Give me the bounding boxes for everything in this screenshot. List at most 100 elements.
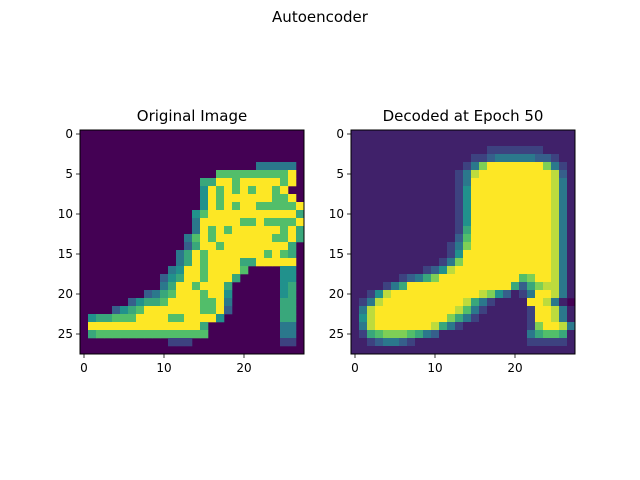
decoded-pixel bbox=[359, 250, 368, 259]
original-pixel bbox=[104, 330, 113, 339]
original-pixel bbox=[192, 274, 201, 283]
decoded-pixel bbox=[399, 210, 408, 219]
decoded-pixel bbox=[439, 194, 448, 203]
original-pixel bbox=[200, 210, 209, 219]
decoded-pixel bbox=[439, 138, 448, 147]
decoded-pixel bbox=[431, 218, 440, 227]
original-pixel bbox=[120, 322, 129, 331]
decoded-pixel bbox=[551, 298, 560, 307]
decoded-pixel bbox=[543, 266, 552, 275]
decoded-pixel bbox=[543, 306, 552, 315]
original-pixel bbox=[192, 226, 201, 235]
decoded-pixel bbox=[567, 138, 576, 147]
decoded-pixel bbox=[375, 314, 384, 323]
decoded-ytick-label: 5 bbox=[336, 167, 344, 181]
decoded-pixel bbox=[511, 290, 520, 299]
decoded-pixel bbox=[399, 234, 408, 243]
decoded-pixel bbox=[495, 338, 504, 347]
decoded-pixel bbox=[487, 346, 496, 355]
decoded-pixel bbox=[551, 338, 560, 347]
decoded-pixel bbox=[535, 266, 544, 275]
decoded-pixel bbox=[487, 274, 496, 283]
decoded-pixel bbox=[551, 242, 560, 251]
decoded-pixel bbox=[431, 322, 440, 331]
decoded-pixel bbox=[407, 298, 416, 307]
original-pixel bbox=[264, 218, 273, 227]
original-pixel bbox=[120, 306, 129, 315]
original-pixel bbox=[224, 234, 233, 243]
decoded-pixel bbox=[519, 242, 528, 251]
original-pixel bbox=[240, 194, 249, 203]
decoded-pixel bbox=[551, 146, 560, 155]
decoded-pixel bbox=[455, 154, 464, 163]
decoded-pixel bbox=[511, 154, 520, 163]
original-pixel bbox=[128, 322, 137, 331]
decoded-pixel bbox=[455, 298, 464, 307]
decoded-pixel bbox=[535, 210, 544, 219]
decoded-pixel bbox=[559, 266, 568, 275]
decoded-pixel bbox=[367, 226, 376, 235]
decoded-pixel bbox=[503, 274, 512, 283]
original-pixel bbox=[232, 194, 241, 203]
original-pixel bbox=[152, 330, 161, 339]
original-pixel bbox=[232, 186, 241, 195]
decoded-pixel bbox=[535, 346, 544, 355]
decoded-pixel bbox=[367, 250, 376, 259]
decoded-pixel bbox=[503, 322, 512, 331]
original-pixel bbox=[256, 186, 265, 195]
decoded-pixel bbox=[439, 202, 448, 211]
original-pixel bbox=[208, 314, 217, 323]
decoded-pixel bbox=[551, 130, 560, 139]
decoded-pixel bbox=[463, 194, 472, 203]
decoded-pixel bbox=[383, 162, 392, 171]
decoded-pixel bbox=[351, 170, 360, 179]
decoded-pixel bbox=[479, 346, 488, 355]
decoded-pixel bbox=[543, 314, 552, 323]
decoded-pixel bbox=[407, 202, 416, 211]
decoded-pixel bbox=[367, 154, 376, 163]
decoded-pixel bbox=[471, 306, 480, 315]
decoded-pixel bbox=[519, 346, 528, 355]
decoded-pixel bbox=[399, 218, 408, 227]
decoded-pixel bbox=[423, 186, 432, 195]
original-pixel bbox=[176, 322, 185, 331]
decoded-pixel bbox=[551, 170, 560, 179]
decoded-pixel bbox=[551, 218, 560, 227]
decoded-pixel bbox=[487, 306, 496, 315]
decoded-pixel bbox=[519, 290, 528, 299]
decoded-pixel bbox=[359, 266, 368, 275]
decoded-pixel bbox=[463, 322, 472, 331]
decoded-pixel bbox=[391, 282, 400, 291]
decoded-pixel bbox=[567, 186, 576, 195]
decoded-pixel bbox=[375, 322, 384, 331]
decoded-pixel bbox=[455, 258, 464, 267]
decoded-pixel bbox=[391, 138, 400, 147]
decoded-pixel bbox=[383, 218, 392, 227]
original-pixel bbox=[200, 282, 209, 291]
decoded-pixel bbox=[423, 338, 432, 347]
original-pixel bbox=[280, 274, 289, 283]
decoded-pixel bbox=[447, 154, 456, 163]
decoded-pixel bbox=[439, 170, 448, 179]
decoded-pixel bbox=[415, 226, 424, 235]
decoded-pixel bbox=[383, 226, 392, 235]
decoded-pixel bbox=[439, 282, 448, 291]
decoded-pixel bbox=[351, 202, 360, 211]
decoded-pixel bbox=[431, 298, 440, 307]
original-pixel bbox=[256, 210, 265, 219]
decoded-pixel bbox=[511, 234, 520, 243]
original-pixel bbox=[216, 274, 225, 283]
decoded-pixel bbox=[415, 298, 424, 307]
decoded-pixel bbox=[487, 290, 496, 299]
decoded-pixel bbox=[551, 266, 560, 275]
original-pixel bbox=[288, 234, 297, 243]
decoded-pixel bbox=[399, 346, 408, 355]
decoded-pixel bbox=[415, 330, 424, 339]
decoded-pixel bbox=[455, 202, 464, 211]
decoded-pixel bbox=[367, 186, 376, 195]
decoded-pixel bbox=[519, 130, 528, 139]
original-pixel bbox=[192, 290, 201, 299]
decoded-pixel bbox=[503, 130, 512, 139]
decoded-pixel bbox=[407, 250, 416, 259]
decoded-pixel bbox=[407, 186, 416, 195]
